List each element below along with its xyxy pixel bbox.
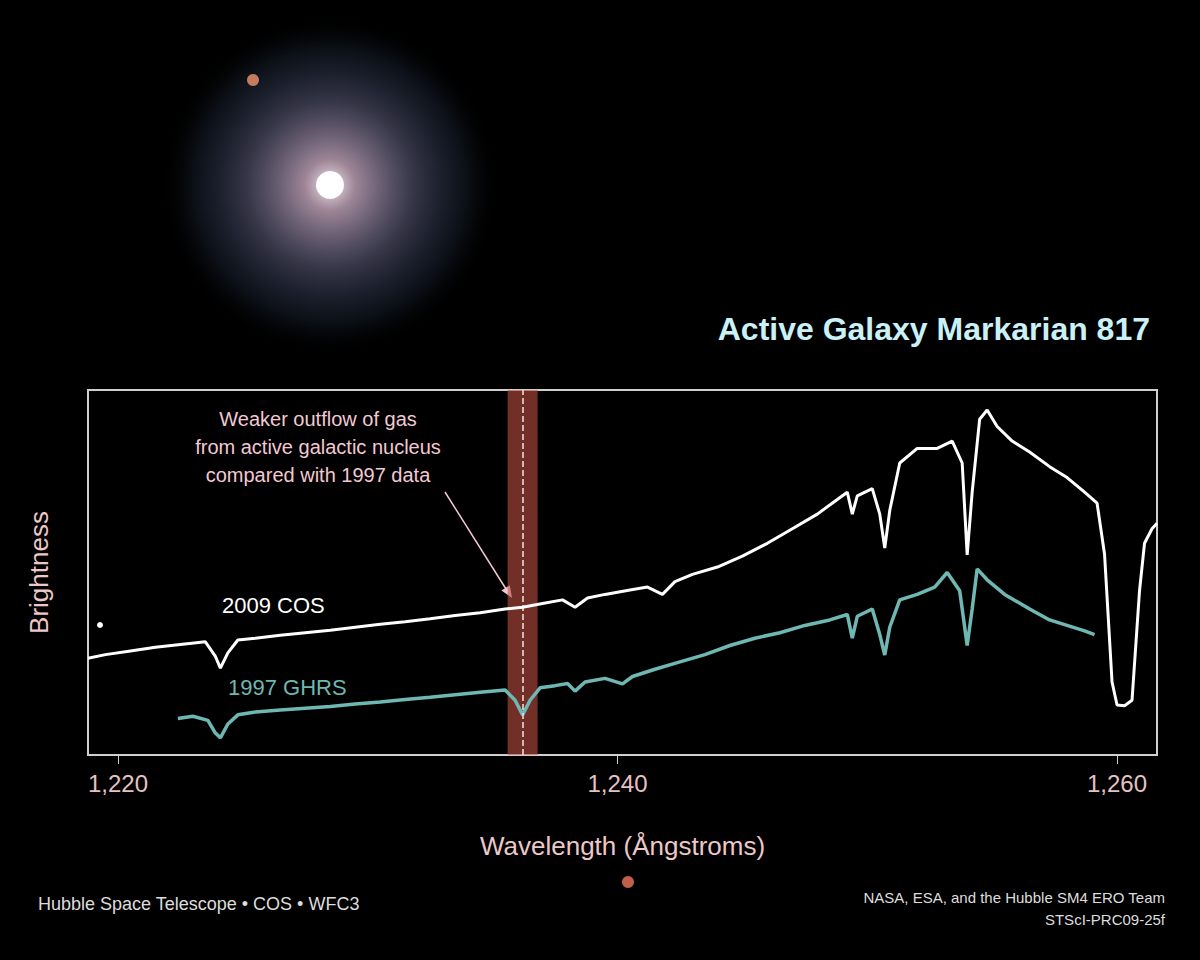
svg-text:NASA, ESA, and the Hubble SM4: NASA, ESA, and the Hubble SM4 ERO Team — [863, 889, 1165, 906]
svg-text:1,260: 1,260 — [1087, 770, 1147, 797]
svg-text:Brightness: Brightness — [24, 511, 54, 634]
svg-text:compared with 1997 data: compared with 1997 data — [206, 464, 431, 486]
svg-text:1,220: 1,220 — [88, 770, 148, 797]
svg-text:1997 GHRS: 1997 GHRS — [228, 675, 347, 700]
svg-text:Wavelength (Ångstroms): Wavelength (Ångstroms) — [480, 831, 765, 861]
svg-text:Weaker outflow of gas: Weaker outflow of gas — [219, 408, 417, 430]
svg-text:Hubble Space Telescope • COS •: Hubble Space Telescope • COS • WFC3 — [38, 894, 359, 914]
svg-text:1,240: 1,240 — [587, 770, 647, 797]
svg-text:STScI-PRC09-25f: STScI-PRC09-25f — [1045, 911, 1166, 928]
svg-text:from active galactic nucleus: from active galactic nucleus — [195, 436, 441, 458]
svg-text:Active Galaxy Markarian 817: Active Galaxy Markarian 817 — [718, 311, 1150, 347]
svg-text:2009 COS: 2009 COS — [222, 593, 325, 618]
